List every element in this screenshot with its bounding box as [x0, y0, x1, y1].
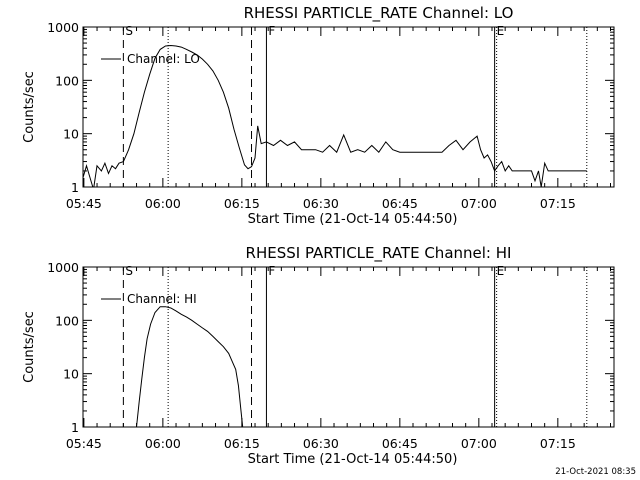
y-axis-label: Counts/sec	[22, 311, 37, 383]
marker-label-S: S	[125, 264, 133, 278]
footer-date: 21-Oct-2021 08:35	[555, 467, 636, 477]
x-tick-label: 06:00	[145, 436, 181, 451]
legend-label: Channel: HI	[127, 292, 197, 306]
x-tick-label: 06:30	[303, 436, 339, 451]
y-tick-label: 100	[55, 313, 79, 328]
x-axis-label: Start Time (21-Oct-14 05:44:50)	[248, 212, 458, 227]
y-tick-label: 1	[71, 420, 79, 435]
x-tick-label: 07:15	[540, 196, 576, 211]
x-tick-label: 06:30	[303, 196, 339, 211]
marker-label-F: F	[268, 264, 275, 278]
x-tick-label: 05:45	[66, 196, 102, 211]
x-tick-label: 05:45	[66, 436, 102, 451]
y-tick-label: 10	[63, 127, 79, 142]
x-tick-label: 07:15	[540, 436, 576, 451]
figure-background	[0, 0, 640, 480]
marker-label-E: E	[497, 264, 505, 278]
y-tick-label: 100	[55, 73, 79, 88]
x-tick-label: 06:45	[382, 196, 418, 211]
x-tick-label: 06:15	[224, 436, 260, 451]
x-tick-label: 07:00	[461, 436, 497, 451]
legend-label: Channel: LO	[127, 52, 200, 66]
y-tick-label: 1000	[47, 20, 79, 35]
x-tick-label: 06:15	[224, 196, 260, 211]
y-tick-label: 10	[63, 367, 79, 382]
chart-title: RHESSI PARTICLE_RATE Channel: HI	[246, 244, 512, 263]
marker-label-F: F	[268, 24, 275, 38]
x-tick-label: 06:00	[145, 196, 181, 211]
marker-label-S: S	[125, 24, 133, 38]
chart-title: RHESSI PARTICLE_RATE Channel: LO	[244, 4, 514, 23]
y-tick-label: 1000	[47, 260, 79, 275]
marker-label-E: E	[497, 24, 505, 38]
x-axis-label: Start Time (21-Oct-14 05:44:50)	[248, 452, 458, 467]
x-tick-label: 06:45	[382, 436, 418, 451]
rhessi-figure: RHESSI PARTICLE_RATE Channel: LO Counts/s…	[0, 0, 640, 480]
y-tick-label: 1	[71, 180, 79, 195]
x-tick-label: 07:00	[461, 196, 497, 211]
y-axis-label: Counts/sec	[22, 71, 37, 143]
